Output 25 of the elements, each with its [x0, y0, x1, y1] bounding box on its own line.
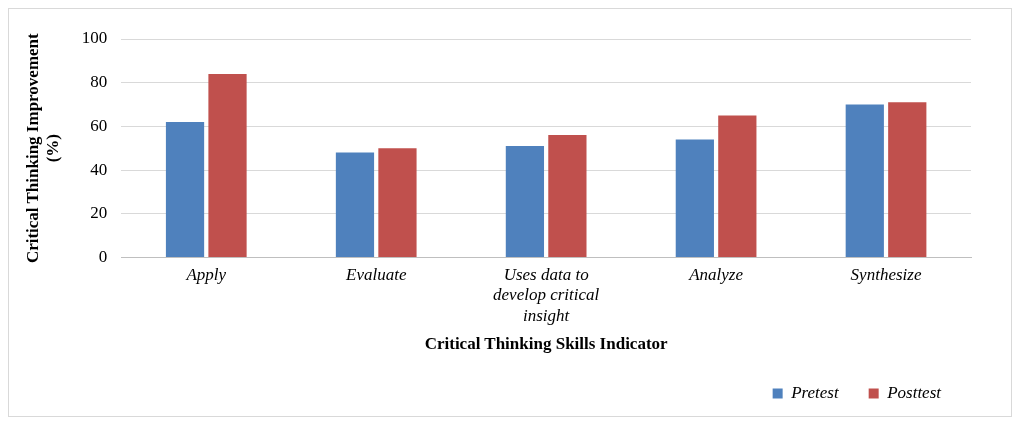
x-tick-label: Apply — [185, 265, 227, 285]
bar — [378, 148, 417, 257]
x-tick-label: Evaluate — [345, 265, 407, 285]
x-tick-label: Synthesize — [850, 265, 922, 285]
bar — [888, 102, 927, 257]
bar — [208, 73, 247, 257]
y-tick-label: 100 — [81, 28, 108, 48]
bar — [548, 135, 587, 257]
bar — [335, 152, 375, 257]
y-tick-label: 80 — [90, 72, 108, 92]
y-tick-label: 60 — [90, 115, 108, 135]
bar — [505, 146, 545, 257]
bar — [675, 139, 714, 257]
y-tick-label: 20 — [90, 203, 108, 223]
legend-label: Posttest — [886, 382, 943, 402]
legend-label: Pretest — [790, 382, 840, 402]
bar — [845, 104, 884, 257]
y-tick-label: 0 — [98, 246, 108, 266]
x-tick-label: Uses data to develop critical insight — [493, 265, 600, 325]
y-axis-title: Critical Thinking Improvement (%) — [22, 32, 62, 264]
bar — [165, 121, 205, 257]
y-tick-label: 40 — [90, 159, 108, 179]
x-tick-label: Analyze — [688, 265, 744, 285]
x-axis-title: Critical Thinking Skills Indicator — [424, 334, 669, 354]
bar — [718, 115, 757, 257]
